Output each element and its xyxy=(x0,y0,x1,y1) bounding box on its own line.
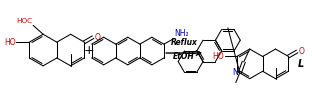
Text: HO: HO xyxy=(4,38,15,47)
Text: HO: HO xyxy=(212,52,224,61)
Text: +: + xyxy=(84,44,94,57)
Text: NH₂: NH₂ xyxy=(174,29,188,38)
Text: N: N xyxy=(232,68,238,77)
Text: O: O xyxy=(299,47,305,56)
Text: HOC: HOC xyxy=(16,18,32,24)
Text: Reflux: Reflux xyxy=(171,38,197,47)
Text: O: O xyxy=(95,33,100,42)
Text: L: L xyxy=(297,59,304,69)
Text: EtOH: EtOH xyxy=(173,52,195,61)
